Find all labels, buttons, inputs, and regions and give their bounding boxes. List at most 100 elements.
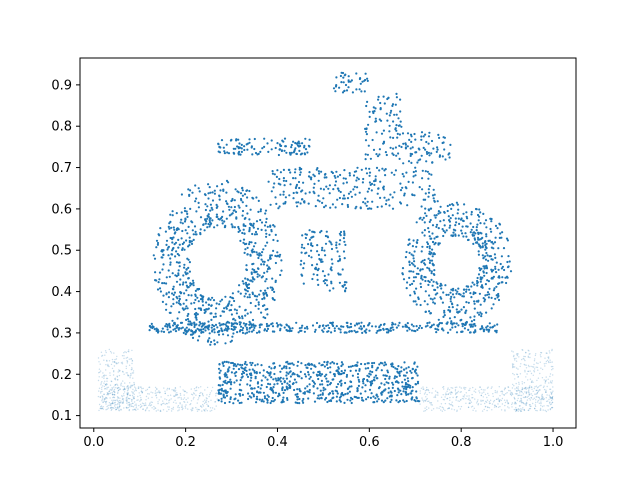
data-point [257, 267, 260, 270]
data-point [352, 174, 356, 177]
data-point [216, 185, 219, 188]
data-point [170, 305, 173, 308]
data-point [176, 324, 179, 327]
data-point [405, 388, 408, 391]
data-point [484, 219, 488, 222]
data-point [131, 360, 134, 362]
data-point [315, 168, 318, 171]
data-point [141, 402, 144, 404]
data-point [525, 404, 527, 406]
data-point [237, 225, 240, 229]
data-point [454, 393, 457, 396]
data-point [529, 405, 531, 408]
data-point [341, 393, 344, 396]
data-point [391, 103, 395, 106]
data-point [482, 256, 485, 259]
data-point [300, 377, 303, 380]
data-point [230, 371, 233, 374]
data-point [506, 276, 509, 279]
data-point [486, 291, 490, 294]
data-point [104, 398, 106, 400]
data-point [137, 387, 139, 389]
data-point [238, 316, 241, 320]
data-point [538, 396, 540, 399]
data-point [283, 149, 286, 152]
data-point [264, 229, 267, 232]
data-point [385, 112, 388, 115]
data-point [107, 365, 109, 367]
data-point [465, 288, 468, 291]
data-point [112, 407, 114, 409]
data-point [347, 365, 350, 368]
data-point [154, 386, 157, 389]
data-point [259, 208, 262, 211]
data-point [172, 298, 175, 301]
data-point [115, 408, 118, 411]
data-point [175, 275, 178, 278]
data-point [131, 385, 133, 387]
data-point [323, 249, 326, 252]
data-point [540, 402, 542, 405]
data-point [463, 387, 465, 389]
data-point [485, 311, 488, 314]
data-point [257, 210, 260, 213]
data-point [491, 403, 494, 405]
data-point [117, 389, 120, 392]
data-point [323, 176, 326, 179]
data-point [402, 399, 405, 402]
data-point [313, 330, 317, 333]
data-point [415, 390, 418, 393]
data-point [100, 391, 102, 393]
data-point [480, 400, 482, 402]
data-point [412, 175, 415, 178]
data-point [274, 377, 277, 380]
data-point [246, 296, 249, 299]
data-point [186, 318, 190, 321]
data-point [169, 330, 172, 333]
data-point [399, 201, 402, 204]
data-point [376, 155, 380, 158]
data-point [354, 193, 357, 196]
data-point [382, 389, 385, 392]
data-point [162, 400, 164, 402]
data-point [434, 327, 437, 330]
data-point [271, 277, 274, 280]
data-point [189, 240, 192, 243]
data-point [449, 399, 451, 401]
data-point [113, 407, 115, 409]
data-point [231, 226, 234, 229]
data-point [469, 316, 472, 319]
data-point [193, 388, 196, 390]
data-point [252, 393, 255, 396]
data-point [270, 376, 273, 379]
data-point [195, 311, 198, 315]
data-point [127, 374, 129, 376]
data-point [212, 325, 216, 328]
data-point [176, 252, 179, 256]
data-point [198, 324, 201, 327]
data-point [100, 405, 103, 407]
data-point [228, 208, 231, 211]
data-point [273, 182, 276, 185]
data-point [511, 350, 513, 352]
data-point [543, 363, 546, 365]
data-point [216, 326, 219, 329]
data-point [118, 369, 120, 371]
data-point [109, 389, 111, 391]
data-point [207, 405, 210, 407]
data-point [124, 351, 126, 353]
data-point [142, 387, 144, 390]
data-point [246, 383, 249, 386]
data-point [520, 408, 522, 410]
data-point [427, 227, 430, 230]
data-point [529, 387, 531, 389]
data-point [113, 391, 116, 393]
data-point [345, 373, 349, 377]
data-point [139, 403, 142, 406]
data-point [501, 403, 504, 405]
data-point [412, 170, 415, 174]
data-point [528, 353, 530, 355]
data-point [130, 374, 132, 376]
data-point [336, 250, 339, 253]
data-point [456, 212, 459, 215]
